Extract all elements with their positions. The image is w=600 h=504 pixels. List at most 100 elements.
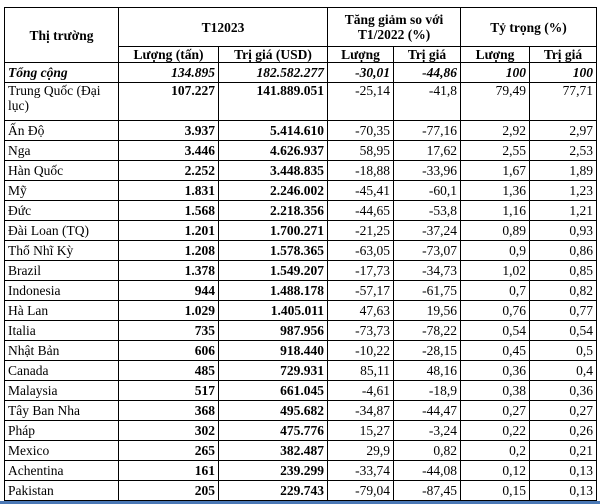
value-cell: 1.700.271 xyxy=(218,220,328,241)
value-cell: 661.045 xyxy=(218,380,328,401)
market-name: Indonesia xyxy=(4,280,119,301)
market-name: Canada xyxy=(4,360,119,381)
share-volume-cell: 2,92 xyxy=(460,120,530,141)
change-volume-cell: -70,35 xyxy=(327,120,394,141)
change-volume-cell: -30,01 xyxy=(327,62,394,83)
volume-cell: 1.568 xyxy=(118,200,219,221)
market-name: Pakistan xyxy=(4,480,119,501)
value-cell: 1.488.178 xyxy=(218,280,328,301)
share-value-cell: 0,36 xyxy=(529,380,597,401)
table-row: Italia 735 987.956 -73,73 -78,22 0,54 0,54 xyxy=(4,320,597,341)
value-cell: 3.448.835 xyxy=(218,160,328,181)
value-cell: 2.218.356 xyxy=(218,200,328,221)
change-volume-cell: 85,11 xyxy=(327,360,394,381)
change-volume-cell: -34,87 xyxy=(327,400,394,421)
table-row: Canada 485 729.931 85,11 48,16 0,36 0,4 xyxy=(4,360,597,381)
change-value-cell: 48,16 xyxy=(393,360,461,381)
volume-cell: 517 xyxy=(118,380,219,401)
change-volume-cell: -4,61 xyxy=(327,380,394,401)
share-value-cell: 1,21 xyxy=(529,200,597,221)
share-volume-cell: 0,22 xyxy=(460,420,530,441)
value-cell: 918.440 xyxy=(218,340,328,361)
share-volume-cell: 0,7 xyxy=(460,280,530,301)
market-name: Tổng cộng xyxy=(4,62,119,83)
market-name: Nhật Bản xyxy=(4,340,119,361)
change-volume-cell: -79,04 xyxy=(327,480,394,501)
share-value-cell: 0,54 xyxy=(529,320,597,341)
change-volume-cell: -25,14 xyxy=(327,82,394,121)
change-value-cell: 0,82 xyxy=(393,440,461,461)
change-value-cell: -53,8 xyxy=(393,200,461,221)
volume-cell: 161 xyxy=(118,460,219,481)
change-value-cell: -60,1 xyxy=(393,180,461,201)
market-name: Mexico xyxy=(4,440,119,461)
table-row: Thổ Nhĩ Kỳ 1.208 1.578.365 -63,05 -73,07 0,9 0… xyxy=(4,240,597,261)
market-name: Hàn Quốc xyxy=(4,160,119,181)
market-name: Hà Lan xyxy=(4,300,119,321)
table-row: Mexico 265 382.487 29,9 0,82 0,2 0,21 xyxy=(4,440,597,461)
share-volume-cell: 2,55 xyxy=(460,140,530,161)
value-cell: 1.405.011 xyxy=(218,300,328,321)
volume-cell: 1.208 xyxy=(118,240,219,261)
share-volume-cell: 0,27 xyxy=(460,400,530,421)
header-market: Thị trường xyxy=(4,7,119,63)
change-volume-cell: -57,17 xyxy=(327,280,394,301)
table-row: Tây Ban Nha 368 495.682 -34,87 -44,47 0,27 0,2… xyxy=(4,400,597,421)
header-change-value: Trị giá xyxy=(393,46,461,63)
change-value-cell: -28,15 xyxy=(393,340,461,361)
table-row: Hàn Quốc 2.252 3.448.835 -18,88 -33,96 1,67 1,… xyxy=(4,160,597,181)
header-period: T12023 xyxy=(118,7,328,47)
change-value-cell: -44,08 xyxy=(393,460,461,481)
share-volume-cell: 0,76 xyxy=(460,300,530,321)
share-volume-cell: 0,38 xyxy=(460,380,530,401)
share-value-cell: 0,13 xyxy=(529,460,597,481)
share-value-cell: 2,97 xyxy=(529,120,597,141)
share-volume-cell: 0,54 xyxy=(460,320,530,341)
share-volume-cell: 0,12 xyxy=(460,460,530,481)
change-value-cell: -41,8 xyxy=(393,82,461,121)
market-name: Nga xyxy=(4,140,119,161)
value-cell: 987.956 xyxy=(218,320,328,341)
market-table: Thị trường T12023 Tăng giảm so với T1/20… xyxy=(4,7,597,501)
share-value-cell: 0,21 xyxy=(529,440,597,461)
change-value-cell: -44,86 xyxy=(393,62,461,83)
change-volume-cell: -21,25 xyxy=(327,220,394,241)
bottom-border xyxy=(0,501,600,504)
value-cell: 141.889.051 xyxy=(218,82,328,121)
table-row: Nga 3.446 4.626.937 58,95 17,62 2,55 2,53 xyxy=(4,140,597,161)
change-value-cell: -73,07 xyxy=(393,240,461,261)
volume-cell: 1.029 xyxy=(118,300,219,321)
value-cell: 5.414.610 xyxy=(218,120,328,141)
change-volume-cell: -73,73 xyxy=(327,320,394,341)
share-value-cell: 2,53 xyxy=(529,140,597,161)
table-row: Hà Lan 1.029 1.405.011 47,63 19,56 0,76 0,77 xyxy=(4,300,597,321)
value-cell: 475.776 xyxy=(218,420,328,441)
volume-cell: 205 xyxy=(118,480,219,501)
change-value-cell: -77,16 xyxy=(393,120,461,141)
share-value-cell: 0,82 xyxy=(529,280,597,301)
share-value-cell: 0,86 xyxy=(529,240,597,261)
change-value-cell: -61,75 xyxy=(393,280,461,301)
share-volume-cell: 0,9 xyxy=(460,240,530,261)
share-value-cell: 0,13 xyxy=(529,480,597,501)
value-cell: 382.487 xyxy=(218,440,328,461)
value-cell: 1.578.365 xyxy=(218,240,328,261)
table-row: Malaysia 517 661.045 -4,61 -18,9 0,38 0,36 xyxy=(4,380,597,401)
table-row: Nhật Bản 606 918.440 -10,22 -28,15 0,45 0,5 xyxy=(4,340,597,361)
value-cell: 182.582.277 xyxy=(218,62,328,83)
value-cell: 495.682 xyxy=(218,400,328,421)
value-cell: 229.743 xyxy=(218,480,328,501)
change-volume-cell: 29,9 xyxy=(327,440,394,461)
share-volume-cell: 0,15 xyxy=(460,480,530,501)
share-value-cell: 77,71 xyxy=(529,82,597,121)
volume-cell: 265 xyxy=(118,440,219,461)
share-volume-cell: 0,2 xyxy=(460,440,530,461)
change-volume-cell: -63,05 xyxy=(327,240,394,261)
market-name: Trung Quốc (Đại lục) xyxy=(4,82,119,121)
change-value-cell: -33,96 xyxy=(393,160,461,181)
share-value-cell: 0,27 xyxy=(529,400,597,421)
volume-cell: 1.201 xyxy=(118,220,219,241)
change-value-cell: -78,22 xyxy=(393,320,461,341)
table-row: Đài Loan (TQ) 1.201 1.700.271 -21,25 -37,24 0… xyxy=(4,220,597,241)
table-row: Indonesia 944 1.488.178 -57,17 -61,75 0,7 0,82 xyxy=(4,280,597,301)
